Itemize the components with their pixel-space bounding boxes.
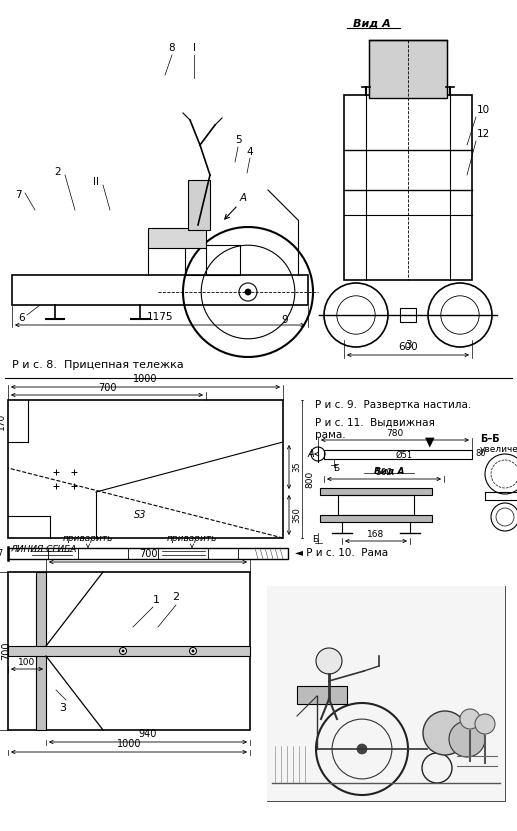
Text: II: II bbox=[93, 177, 99, 187]
Text: увеличено: увеличено bbox=[480, 445, 517, 454]
Text: ◄ Р и с. 10.  Рама: ◄ Р и с. 10. Рама bbox=[295, 548, 388, 558]
Bar bbox=[400, 308, 416, 322]
Text: 500: 500 bbox=[375, 468, 392, 477]
Text: Ø51: Ø51 bbox=[396, 450, 413, 460]
Text: 700: 700 bbox=[98, 383, 116, 393]
Bar bbox=[8, 548, 288, 559]
Text: Р и с. 9.  Развертка настила.: Р и с. 9. Развертка настила. bbox=[315, 400, 472, 410]
Bar bbox=[338, 495, 414, 515]
Text: 700: 700 bbox=[1, 642, 11, 661]
Text: Ø57: Ø57 bbox=[0, 548, 4, 558]
Text: ЛИНИЯ СГИБА: ЛИНИЯ СГИБА bbox=[10, 545, 77, 554]
Bar bbox=[369, 40, 447, 98]
Text: Р и с. 8.  Прицепная тележка: Р и с. 8. Прицепная тележка bbox=[12, 360, 184, 370]
Bar bbox=[8, 400, 283, 538]
Text: 7: 7 bbox=[14, 190, 21, 200]
Circle shape bbox=[245, 289, 251, 295]
Text: 2: 2 bbox=[55, 167, 62, 177]
Text: 4: 4 bbox=[247, 147, 253, 157]
Circle shape bbox=[190, 647, 196, 655]
Text: 8: 8 bbox=[169, 43, 175, 53]
Circle shape bbox=[475, 714, 495, 734]
Circle shape bbox=[449, 721, 485, 757]
Circle shape bbox=[357, 744, 367, 754]
Text: 780: 780 bbox=[386, 429, 404, 438]
Bar bbox=[185, 245, 240, 275]
Bar bbox=[324, 450, 472, 459]
Text: 9: 9 bbox=[282, 315, 288, 325]
Text: Б–Б: Б–Б bbox=[480, 434, 499, 444]
Circle shape bbox=[121, 650, 125, 652]
Text: ▼: ▼ bbox=[425, 435, 435, 448]
Text: 5: 5 bbox=[235, 135, 241, 145]
Text: 80: 80 bbox=[475, 449, 485, 458]
Bar bbox=[344, 95, 472, 280]
Text: 1000: 1000 bbox=[117, 739, 141, 749]
Text: 700: 700 bbox=[139, 549, 157, 559]
Bar bbox=[320, 488, 432, 495]
Text: Р и с. 11.  Выдвижная: Р и с. 11. Выдвижная bbox=[315, 418, 435, 428]
Text: 6: 6 bbox=[19, 313, 25, 323]
Circle shape bbox=[191, 650, 194, 652]
Text: А: А bbox=[240, 193, 247, 203]
Text: I: I bbox=[192, 43, 195, 53]
Text: 1: 1 bbox=[153, 595, 160, 605]
Text: 3: 3 bbox=[59, 703, 67, 713]
Bar bbox=[297, 686, 347, 704]
Bar bbox=[267, 586, 505, 801]
Bar bbox=[148, 228, 206, 248]
Text: 940: 940 bbox=[139, 729, 157, 739]
Text: A: A bbox=[308, 449, 314, 459]
Text: S3: S3 bbox=[134, 510, 146, 520]
Circle shape bbox=[119, 647, 127, 655]
Bar bbox=[8, 572, 250, 730]
Text: рама.: рама. bbox=[315, 430, 346, 440]
Text: 168: 168 bbox=[368, 530, 385, 539]
Text: приварить: приварить bbox=[167, 534, 217, 543]
Text: 170: 170 bbox=[0, 412, 6, 430]
Text: 3: 3 bbox=[405, 340, 412, 350]
Text: 350: 350 bbox=[292, 507, 301, 523]
Bar bbox=[320, 515, 432, 522]
Circle shape bbox=[316, 648, 342, 674]
Bar bbox=[36, 572, 46, 730]
Bar bbox=[8, 646, 250, 656]
Bar bbox=[267, 586, 505, 801]
Text: 2: 2 bbox=[173, 592, 179, 602]
Text: 1175: 1175 bbox=[147, 312, 173, 322]
Bar bbox=[12, 275, 308, 305]
Text: Б: Б bbox=[312, 535, 318, 544]
Bar bbox=[188, 180, 210, 230]
Text: 800: 800 bbox=[305, 470, 314, 488]
Text: Вид А: Вид А bbox=[353, 18, 391, 28]
Text: 600: 600 bbox=[398, 342, 418, 352]
Text: Б: Б bbox=[333, 464, 339, 473]
Text: 1000: 1000 bbox=[133, 374, 158, 384]
Text: приварить: приварить bbox=[63, 534, 113, 543]
Text: 35: 35 bbox=[292, 462, 301, 472]
Circle shape bbox=[423, 711, 467, 755]
Text: Вид А: Вид А bbox=[374, 467, 404, 476]
Circle shape bbox=[460, 709, 480, 729]
Text: 100: 100 bbox=[19, 658, 36, 667]
Text: 12: 12 bbox=[477, 129, 490, 139]
Text: 10: 10 bbox=[477, 105, 490, 115]
